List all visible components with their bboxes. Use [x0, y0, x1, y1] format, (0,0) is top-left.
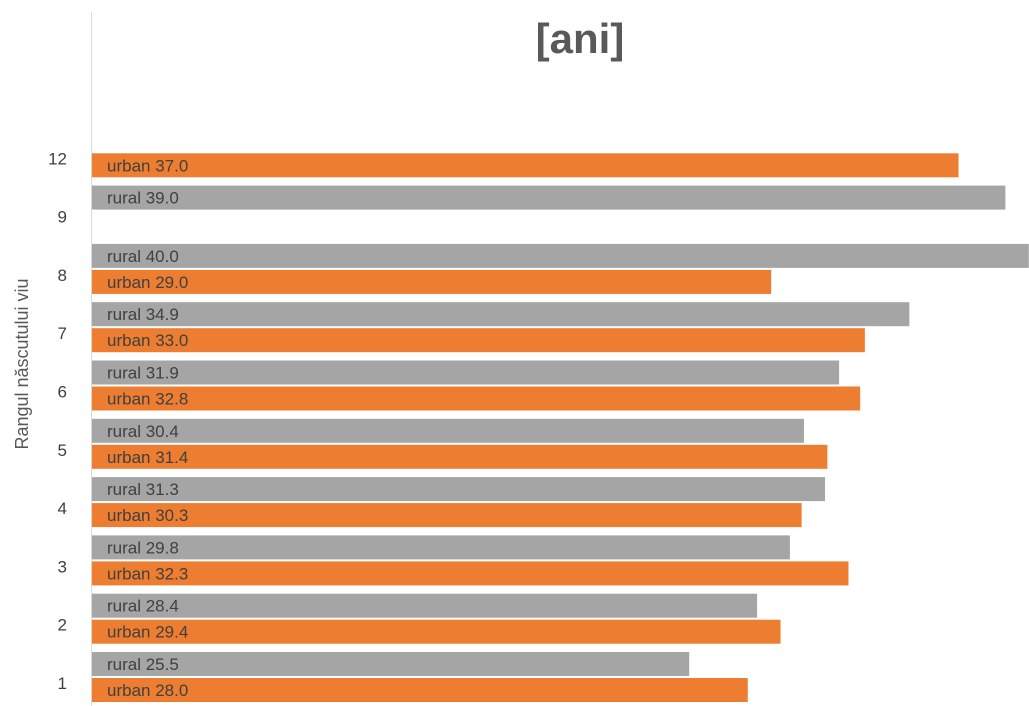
bar-rural-4: [92, 477, 826, 502]
data-label: urban 32.3: [107, 564, 188, 583]
y-tick-label: 8: [58, 266, 67, 285]
y-tick-label: 9: [58, 208, 67, 227]
bar-urban-12: [92, 153, 959, 178]
y-tick-label: 12: [48, 149, 67, 168]
bar-rural-1: [92, 652, 690, 676]
data-label: urban 32.8: [107, 390, 188, 409]
bar-rural-3: [92, 535, 790, 560]
data-label: rural 31.3: [107, 480, 179, 499]
bar-urban-7: [92, 328, 865, 353]
data-label: urban 29.4: [107, 623, 188, 642]
bar-urban-5: [92, 444, 828, 469]
y-tick-label: 2: [58, 616, 67, 635]
data-label: rural 31.9: [107, 364, 179, 383]
data-labels: rural 25.5 urban 28.0 rural 28.4 urban 29.4…: [107, 156, 188, 700]
data-label: rural 30.4: [107, 422, 179, 441]
y-tick-label: 1: [58, 674, 67, 693]
chart-title: [ani]: [536, 15, 625, 62]
y-tick-label: 6: [58, 383, 67, 402]
data-label: urban 33.0: [107, 331, 188, 350]
bar-urban-2: [92, 619, 781, 644]
data-label: urban 28.0: [107, 681, 188, 700]
data-label: urban 29.0: [107, 273, 188, 292]
bar-rural-5: [92, 418, 804, 443]
data-label: rural 40.0: [107, 247, 179, 266]
bar-rural-6: [92, 360, 840, 385]
data-label: rural 34.9: [107, 305, 179, 324]
bar-urban-8: [92, 269, 772, 294]
bar-rural-9: [92, 185, 1006, 210]
data-label: rural 39.0: [107, 189, 179, 208]
bar-rural-2: [92, 593, 758, 618]
data-label: urban 30.3: [107, 506, 188, 525]
data-label: urban 31.4: [107, 448, 188, 467]
y-tick-label: 5: [58, 441, 67, 460]
bar-urban-3: [92, 561, 849, 586]
bars-group: [92, 153, 1029, 702]
y-tick-label: 7: [58, 324, 67, 343]
bar-urban-1: [92, 678, 748, 702]
bar-urban-4: [92, 503, 802, 528]
y-axis-label: Rangul născutului viu: [12, 278, 32, 449]
y-tick-label: 3: [58, 557, 67, 576]
data-label: urban 37.0: [107, 156, 188, 175]
data-label: rural 25.5: [107, 655, 179, 674]
y-tick-label: 4: [58, 499, 67, 518]
data-label: rural 29.8: [107, 538, 179, 557]
bar-rural-7: [92, 302, 910, 327]
bar-urban-6: [92, 386, 861, 411]
data-label: rural 28.4: [107, 597, 179, 616]
bar-rural-8: [92, 243, 1029, 268]
